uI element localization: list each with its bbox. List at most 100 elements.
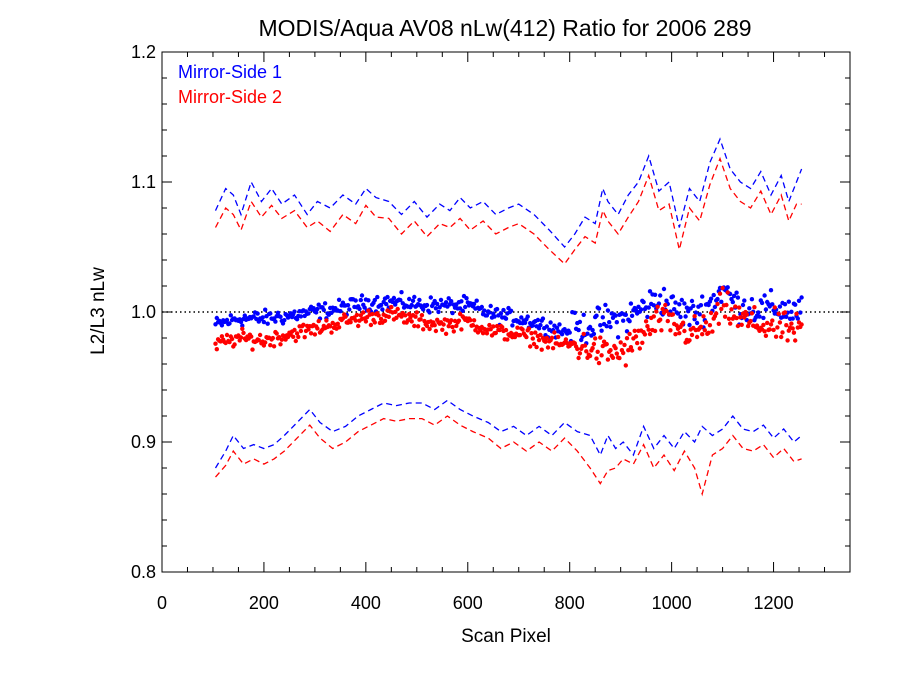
data-point <box>717 291 723 296</box>
data-point <box>238 335 244 340</box>
data-point <box>576 327 581 333</box>
data-point <box>670 312 676 317</box>
data-point <box>577 351 583 356</box>
data-point <box>700 332 705 337</box>
series-2 <box>213 156 804 497</box>
data-point <box>443 300 449 305</box>
data-point <box>604 341 609 347</box>
data-point <box>745 323 751 329</box>
data-point <box>242 313 247 318</box>
data-point <box>380 307 385 312</box>
y-tick-label: 1.2 <box>131 42 156 62</box>
data-point <box>517 332 523 338</box>
data-point <box>585 331 590 336</box>
data-point <box>347 307 352 312</box>
data-point <box>328 324 333 329</box>
data-point <box>540 316 546 321</box>
data-point <box>660 306 665 312</box>
data-point <box>324 318 329 323</box>
data-point <box>777 304 783 309</box>
data-point <box>378 316 384 322</box>
data-point <box>613 346 618 351</box>
data-point <box>353 298 358 303</box>
data-point <box>591 341 597 347</box>
data-point <box>460 308 465 313</box>
data-point <box>603 302 608 308</box>
data-point <box>763 333 769 338</box>
data-point <box>675 311 681 316</box>
upper-bound-line <box>214 156 802 265</box>
data-point <box>790 316 795 321</box>
data-point <box>735 295 741 300</box>
data-point <box>451 329 456 334</box>
data-point <box>605 357 611 362</box>
data-point <box>492 314 497 319</box>
data-point <box>749 297 755 302</box>
data-point <box>227 339 232 345</box>
data-point <box>296 334 301 340</box>
data-point <box>456 318 462 323</box>
data-point <box>238 319 244 325</box>
data-point <box>629 348 635 353</box>
x-tick-label: 800 <box>555 593 585 613</box>
data-point <box>652 292 658 297</box>
data-point <box>759 300 765 306</box>
data-point <box>610 355 616 360</box>
data-point <box>731 293 737 299</box>
y-axis-label: L2/L3 nLw <box>88 267 109 355</box>
data-point <box>673 332 678 337</box>
data-point <box>596 360 602 366</box>
data-point <box>493 330 498 336</box>
data-point <box>651 303 656 308</box>
data-point <box>345 303 351 308</box>
data-point <box>459 299 464 304</box>
data-point <box>663 302 668 308</box>
data-point <box>599 353 604 358</box>
data-point <box>531 341 537 347</box>
data-point <box>484 313 490 318</box>
data-point <box>363 319 369 324</box>
data-point <box>684 305 690 310</box>
data-point <box>530 336 535 341</box>
data-point <box>693 310 698 315</box>
data-point <box>471 301 477 307</box>
data-point <box>799 322 804 327</box>
data-point <box>715 301 720 307</box>
data-point <box>719 306 724 312</box>
data-point <box>544 324 549 329</box>
data-point <box>479 304 484 310</box>
data-point <box>358 313 363 318</box>
data-point <box>366 298 371 303</box>
data-point <box>658 293 663 298</box>
data-point <box>773 334 779 339</box>
data-point <box>544 335 549 341</box>
data-point <box>454 323 459 329</box>
data-point <box>529 331 534 336</box>
data-point <box>678 314 683 320</box>
series-1 <box>213 137 804 469</box>
data-point <box>478 328 483 333</box>
data-point <box>703 320 709 325</box>
data-point <box>291 334 296 339</box>
data-point <box>762 329 767 334</box>
data-point <box>661 286 667 292</box>
data-point <box>752 305 757 310</box>
data-point <box>500 325 505 330</box>
data-point <box>668 328 673 333</box>
data-point <box>386 314 391 319</box>
data-point <box>581 312 586 317</box>
data-point <box>596 306 602 311</box>
data-point <box>737 305 742 310</box>
data-point <box>487 310 492 315</box>
data-point <box>563 337 569 342</box>
data-point <box>311 306 316 311</box>
data-point <box>375 294 380 300</box>
data-point <box>768 322 774 327</box>
data-point <box>628 345 634 350</box>
data-point <box>659 328 664 333</box>
data-point <box>293 338 298 344</box>
data-point <box>480 331 486 336</box>
data-point <box>632 328 637 333</box>
data-point <box>361 310 366 315</box>
data-point <box>219 334 225 339</box>
